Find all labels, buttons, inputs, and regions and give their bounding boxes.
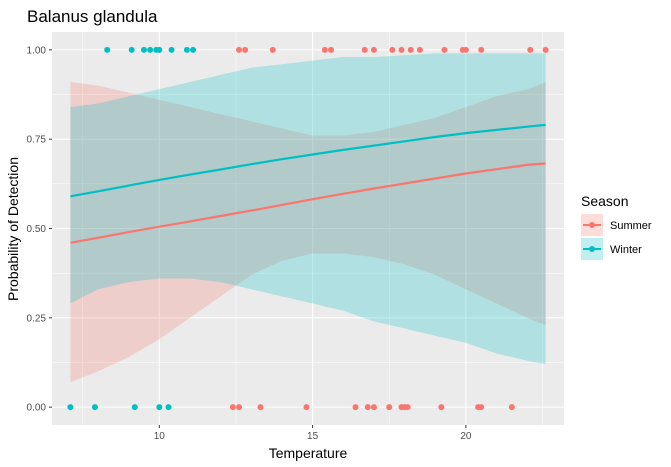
data-point-summer <box>508 404 515 411</box>
data-point-winter <box>128 46 135 53</box>
data-point-summer <box>229 404 236 411</box>
data-point-summer <box>321 46 328 53</box>
chart-title: Balanus glandula <box>27 7 158 26</box>
data-point-winter <box>91 404 98 411</box>
data-point-winter <box>104 46 111 53</box>
y-tick-label: 0.50 <box>27 224 47 235</box>
data-point-summer <box>478 404 485 411</box>
data-point-summer <box>236 46 243 53</box>
data-point-winter <box>140 46 147 53</box>
fit-line-summer <box>70 162 546 244</box>
data-point-summer <box>478 46 485 53</box>
data-point-winter <box>190 46 197 53</box>
x-axis-title: Temperature <box>269 445 348 461</box>
fit-lines <box>70 123 546 244</box>
x-tick-label: 20 <box>460 431 472 442</box>
data-point-summer <box>407 46 414 53</box>
y-tick-label: 0.25 <box>27 313 47 324</box>
y-axis-title: Probability of Detection <box>5 157 21 301</box>
data-point-summer <box>404 404 411 411</box>
legend-title: Season <box>581 193 628 209</box>
data-point-summer <box>257 404 264 411</box>
data-point-winter <box>67 404 74 411</box>
data-point-summer <box>269 46 276 53</box>
x-axis: 10 15 20 <box>154 425 472 442</box>
data-point-summer <box>236 404 243 411</box>
data-point-winter <box>165 404 172 411</box>
y-tick-label: 0.75 <box>27 135 47 146</box>
data-point-summer <box>462 46 469 53</box>
fit-line-winter <box>70 123 546 198</box>
data-point-summer <box>352 404 359 411</box>
data-point-winter <box>183 46 190 53</box>
legend-label-winter: Winter <box>610 244 642 256</box>
x-tick-label: 10 <box>154 431 166 442</box>
data-point-summer <box>361 46 368 53</box>
legend-key-point <box>589 246 595 252</box>
data-point-summer <box>542 46 549 53</box>
data-points <box>67 46 549 411</box>
data-point-winter <box>168 46 175 53</box>
data-point-summer <box>242 46 249 53</box>
data-point-summer <box>441 46 448 53</box>
data-point-winter <box>156 46 163 53</box>
data-point-summer <box>416 46 423 53</box>
confidence-band-winter <box>70 53 546 365</box>
data-point-summer <box>303 404 310 411</box>
data-point-summer <box>370 46 377 53</box>
data-point-summer <box>327 46 334 53</box>
y-tick-label: 0.00 <box>27 403 47 414</box>
data-point-summer <box>364 404 371 411</box>
legend: Season Summer Winter <box>581 193 652 260</box>
legend-label-summer: Summer <box>610 220 652 232</box>
confidence-band-summer <box>70 82 546 383</box>
data-point-summer <box>398 46 405 53</box>
confidence-bands <box>70 53 546 383</box>
data-point-summer <box>527 46 534 53</box>
data-point-summer <box>389 46 396 53</box>
data-point-summer <box>370 404 377 411</box>
data-point-summer <box>386 404 393 411</box>
x-tick-label: 15 <box>307 431 319 442</box>
data-point-winter <box>131 404 138 411</box>
legend-key-point <box>589 222 595 228</box>
y-tick-label: 1.00 <box>27 45 47 56</box>
data-point-summer <box>438 404 445 411</box>
y-axis: 0.00 0.25 0.50 0.75 1.00 <box>27 45 52 414</box>
data-point-winter <box>156 404 163 411</box>
data-point-winter <box>147 46 154 53</box>
